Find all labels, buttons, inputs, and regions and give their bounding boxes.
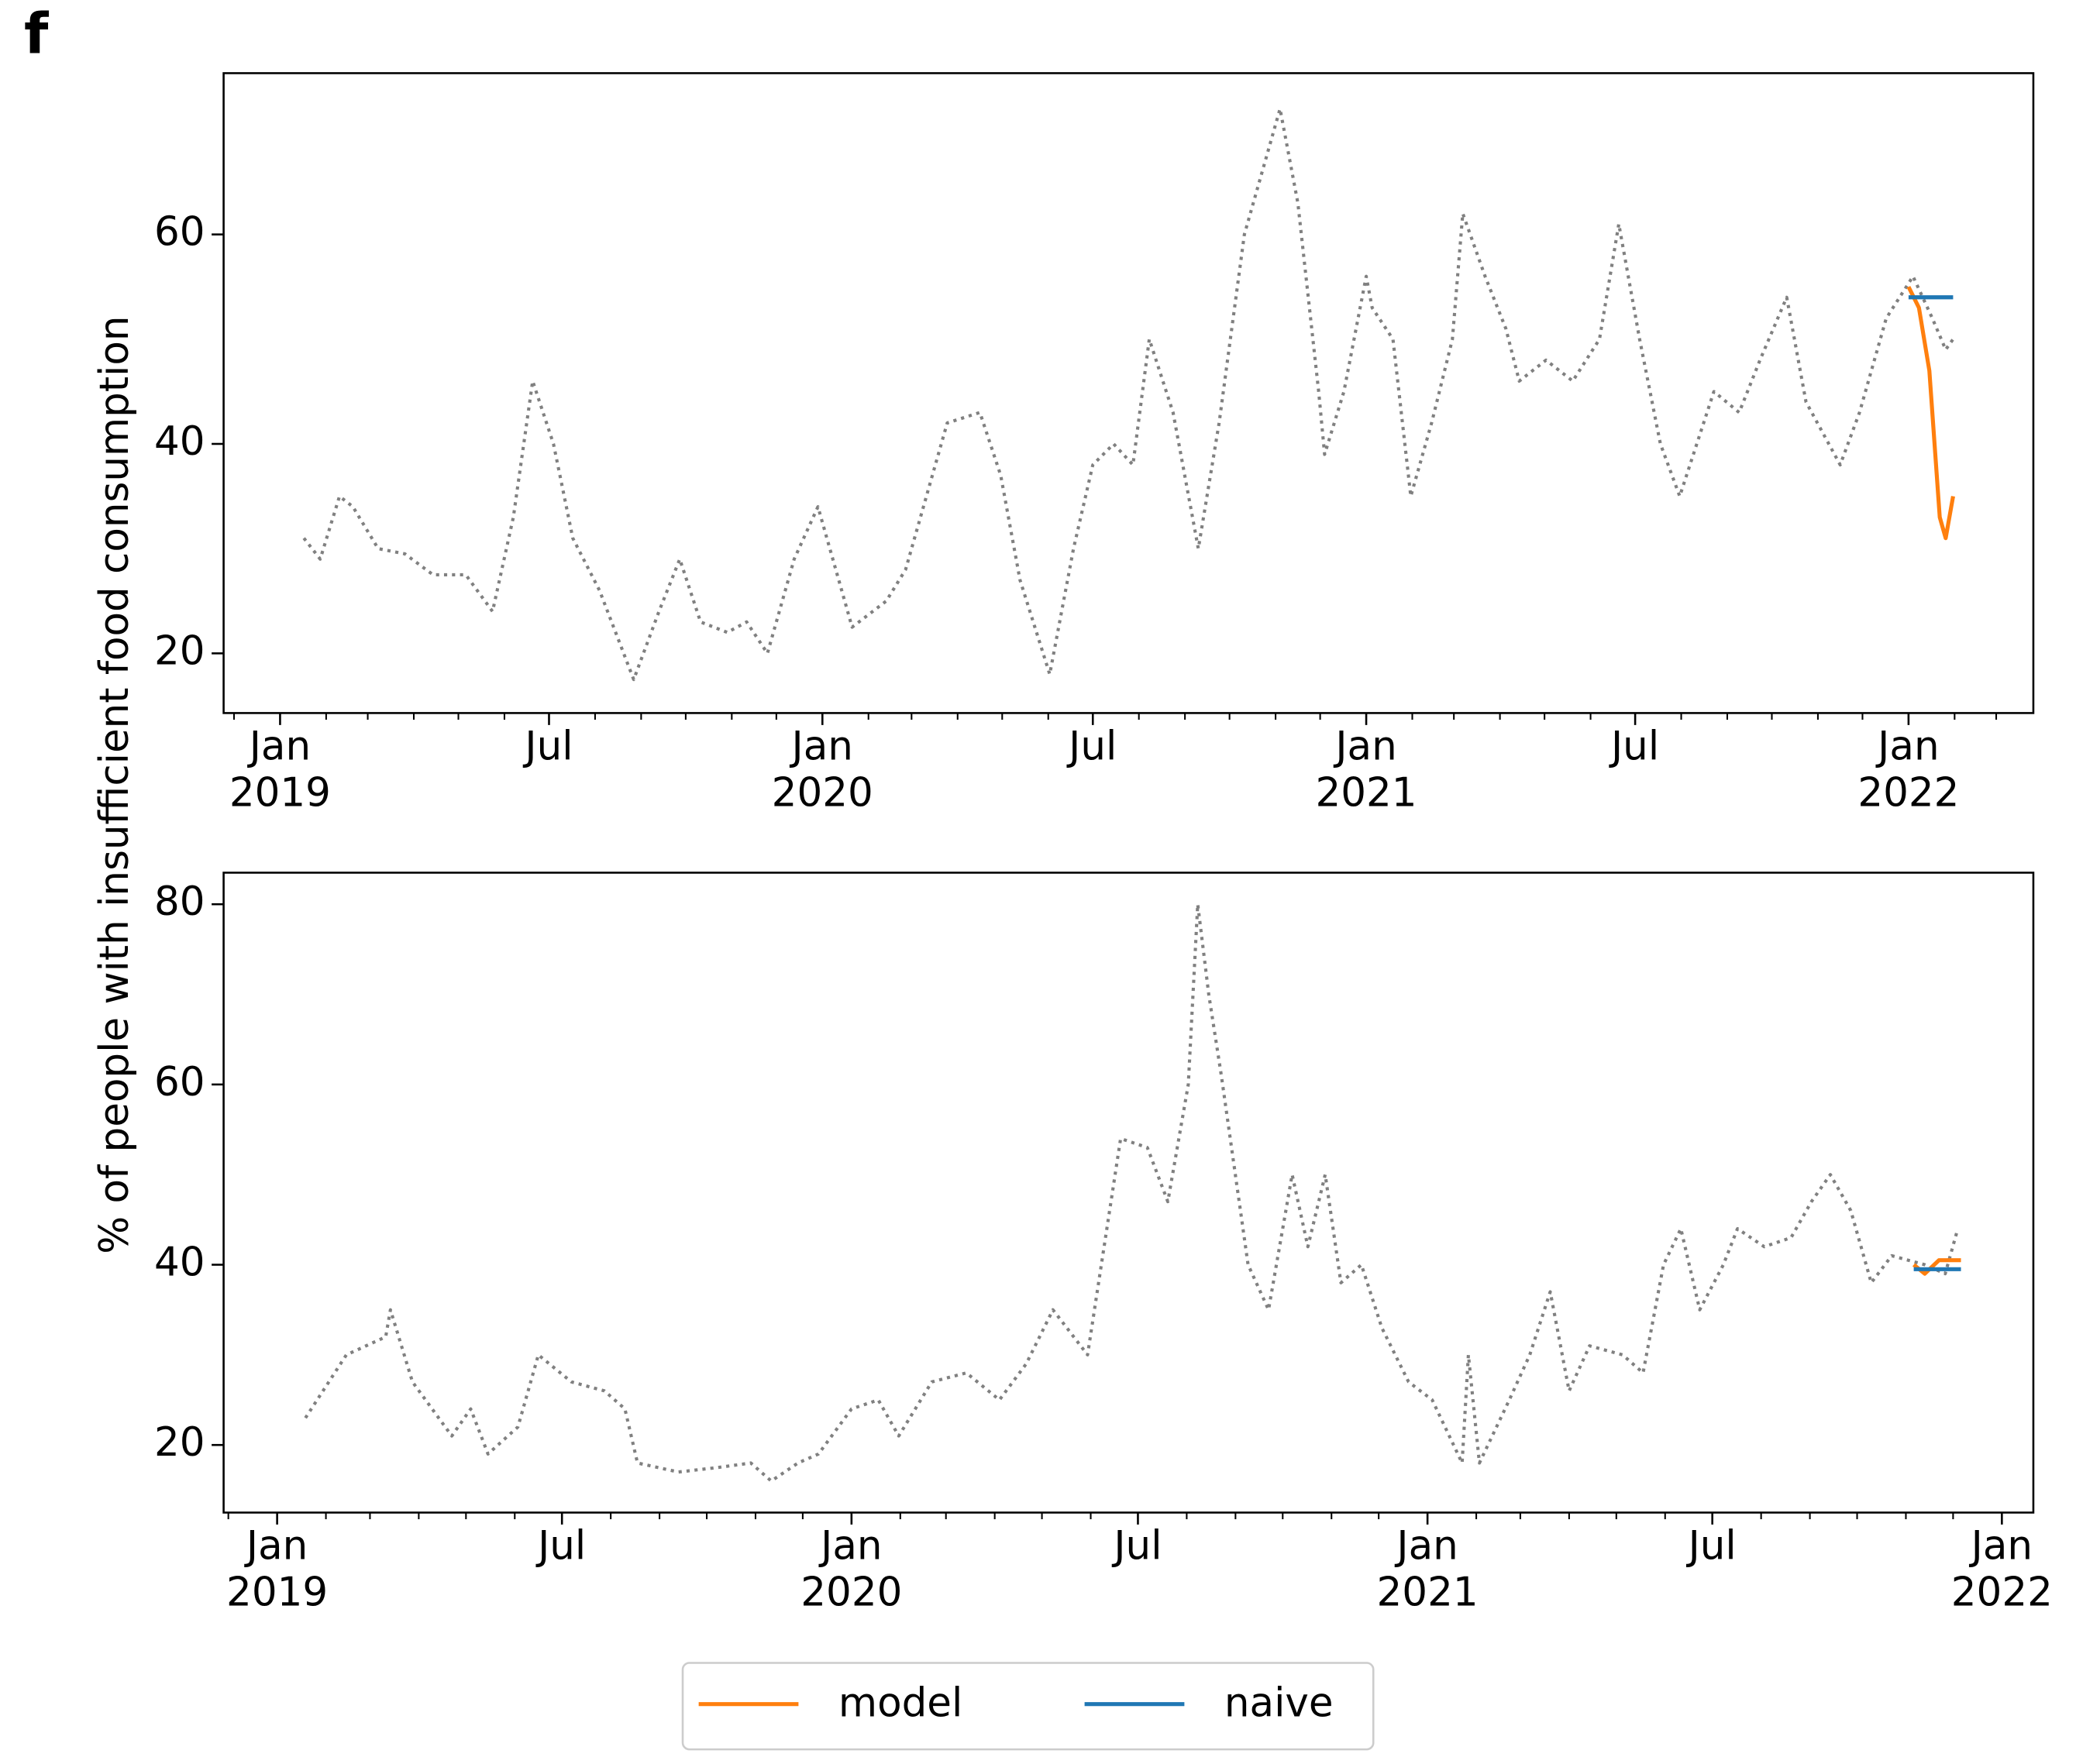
x-tick-label-box: Jul (1610, 724, 1660, 771)
x-tick-label: Jan 2020 (771, 724, 873, 818)
y-tick-label: 80 (154, 879, 205, 925)
x-tick-label-box: Jul (1114, 1523, 1162, 1570)
y-axis-label: % of people with insufficient food consu… (91, 316, 138, 1254)
x-tick-label-box: Jan 2021 (1376, 1523, 1479, 1618)
x-tick-label-box: Jan 2020 (771, 724, 873, 818)
y-tick-label: 60 (154, 209, 205, 256)
y-tick-label: 20 (154, 628, 205, 674)
x-tick-label: Jul (525, 724, 573, 771)
x-tick-label: Jan 2022 (1950, 1523, 2053, 1618)
y-tick-label: 60 (154, 1059, 205, 1106)
y-tick-label: 20 (154, 1419, 205, 1466)
x-tick-label: Jan 2020 (800, 1523, 903, 1618)
x-tick-label-box: Jan 2021 (1315, 724, 1417, 818)
series-line (1906, 286, 1955, 541)
y-tick-label: 40 (154, 1240, 205, 1286)
x-tick-label: Jul (1114, 1523, 1162, 1570)
x-tick-label: Jul (538, 1523, 587, 1570)
x-tick-label: Jan 2021 (1376, 1523, 1479, 1618)
series-line (302, 107, 1955, 682)
x-tick-label-box: Jan 2019 (229, 724, 331, 818)
series-line (304, 903, 1960, 1483)
x-tick-label: Jul (1069, 724, 1117, 771)
legend-frame (681, 1662, 1375, 1751)
legend-label: model (838, 1680, 962, 1726)
x-tick-label-box: Jul (538, 1523, 587, 1570)
x-tick-label-box: Jan 2022 (1857, 724, 1960, 818)
x-tick-label: Jan 2019 (229, 724, 331, 818)
plot-frame (222, 72, 2035, 714)
subplot: Jan 2019 Jul Jan 2020 Jul Jan 2021 Jul Jan 202… (154, 72, 2035, 818)
legend: model naive (681, 1662, 1375, 1751)
x-tick-label-box: Jan 2020 (800, 1523, 903, 1618)
x-tick-label: Jan 2019 (226, 1523, 329, 1618)
x-tick-label: Jan 2022 (1857, 724, 1960, 818)
x-tick-label-box: Jul (1069, 724, 1117, 771)
x-tick-label-box: Jan 2019 (226, 1523, 329, 1618)
y-tick-label: 40 (154, 418, 205, 465)
x-tick-label-box: Jul (1688, 1523, 1737, 1570)
x-tick-label-box: Jan 2022 (1950, 1523, 2053, 1618)
plot-frame (222, 872, 2035, 1514)
panel-label: f (24, 2, 49, 67)
x-tick-label: Jul (1688, 1523, 1737, 1570)
x-tick-label: Jul (1610, 724, 1660, 771)
subplot: Jan 2019 Jul Jan 2020 Jul Jan 2021 Jul Jan 202… (154, 872, 2053, 1618)
x-tick-label: Jan 2021 (1315, 724, 1417, 818)
legend-label: naive (1224, 1680, 1334, 1726)
x-tick-label-box: Jul (525, 724, 573, 771)
